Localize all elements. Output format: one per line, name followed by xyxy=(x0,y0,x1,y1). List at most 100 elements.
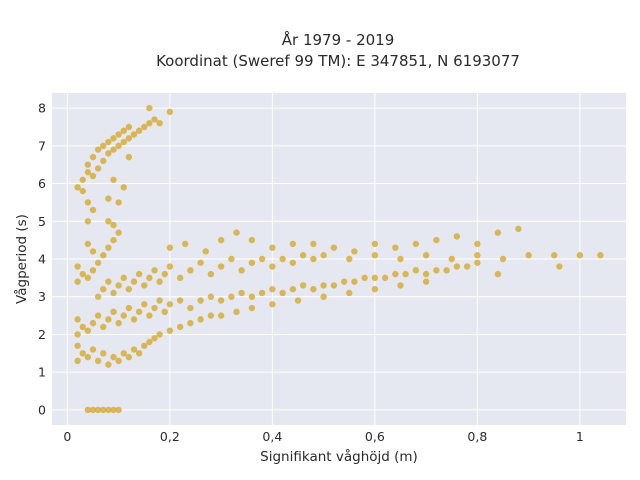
data-point xyxy=(130,278,138,285)
data-point xyxy=(556,263,563,270)
y-tick-label: 5 xyxy=(38,214,46,229)
data-point xyxy=(299,282,307,289)
data-point xyxy=(597,252,604,259)
data-point xyxy=(576,252,584,259)
data-point xyxy=(115,319,122,327)
data-point xyxy=(100,142,107,150)
data-point xyxy=(120,274,127,282)
data-point xyxy=(130,316,138,323)
data-point xyxy=(443,267,450,274)
data-point xyxy=(74,331,81,338)
y-tick-label: 8 xyxy=(38,101,46,116)
data-point xyxy=(453,263,461,270)
chart-title-line-2: Koordinat (Sweref 99 TM): E 347851, N 61… xyxy=(156,52,520,70)
data-point xyxy=(100,285,107,293)
x-tick-label: 0,8 xyxy=(467,429,487,444)
data-point xyxy=(105,244,112,251)
x-tick-label: 0,4 xyxy=(262,429,282,444)
data-point xyxy=(279,255,286,263)
data-point xyxy=(84,169,92,176)
data-point xyxy=(238,267,245,274)
data-point xyxy=(135,350,143,357)
data-point xyxy=(402,270,409,278)
data-point xyxy=(74,316,81,323)
data-point xyxy=(412,267,420,274)
data-point xyxy=(110,308,117,316)
y-axis-title: Vågperiod (s) xyxy=(13,214,30,304)
data-point xyxy=(105,361,112,368)
data-point xyxy=(84,218,92,225)
data-point xyxy=(197,297,204,304)
data-point xyxy=(228,293,235,300)
data-point xyxy=(156,119,163,127)
data-point xyxy=(156,331,163,338)
x-tick-label: 0,6 xyxy=(365,429,385,444)
y-tick-label: 1 xyxy=(38,365,46,380)
data-point xyxy=(217,312,225,319)
data-point xyxy=(279,289,286,297)
data-point xyxy=(463,263,471,270)
data-point xyxy=(258,289,266,297)
data-point xyxy=(94,312,102,319)
chart-title-line-1: År 1979 - 2019 xyxy=(282,30,395,49)
data-point xyxy=(217,236,225,244)
data-point xyxy=(89,346,97,353)
data-point xyxy=(146,338,153,346)
data-point xyxy=(84,199,92,206)
y-tick-label: 2 xyxy=(38,327,46,342)
data-point xyxy=(310,255,317,263)
data-point xyxy=(289,285,297,293)
data-point xyxy=(74,278,81,285)
data-point xyxy=(371,252,379,259)
data-point xyxy=(89,248,97,255)
data-point xyxy=(269,263,276,270)
data-point xyxy=(351,278,358,285)
data-point xyxy=(207,270,215,278)
data-point xyxy=(551,252,558,259)
data-point xyxy=(166,301,174,308)
data-point xyxy=(299,252,307,259)
data-point xyxy=(84,406,92,414)
data-point xyxy=(110,353,117,361)
data-point xyxy=(453,233,461,240)
data-point xyxy=(310,285,317,293)
data-point xyxy=(79,187,86,195)
data-point xyxy=(105,278,112,285)
data-point xyxy=(89,319,97,327)
data-point xyxy=(100,157,107,165)
data-point xyxy=(110,289,117,297)
data-point xyxy=(125,353,133,361)
data-point xyxy=(269,285,276,293)
data-point xyxy=(289,259,297,266)
data-point xyxy=(89,172,97,180)
data-point xyxy=(94,406,102,414)
data-point xyxy=(433,267,440,274)
data-point xyxy=(392,244,399,251)
data-point xyxy=(125,153,133,161)
data-point xyxy=(94,259,102,266)
data-point xyxy=(176,274,184,282)
x-axis-title: Signifikant våghöjd (m) xyxy=(260,448,418,465)
data-point xyxy=(84,240,92,248)
data-point xyxy=(515,225,522,233)
data-point xyxy=(135,270,143,278)
data-point xyxy=(207,293,215,300)
data-point xyxy=(100,406,107,414)
data-point xyxy=(151,335,158,342)
data-point xyxy=(310,240,317,248)
data-point xyxy=(100,323,107,331)
data-point xyxy=(110,146,117,153)
data-point xyxy=(125,135,133,142)
data-point xyxy=(120,138,127,146)
data-point xyxy=(110,221,117,229)
data-point xyxy=(233,229,240,236)
data-point xyxy=(330,244,338,251)
data-point xyxy=(269,301,276,308)
data-point xyxy=(248,293,256,300)
data-point xyxy=(371,285,379,293)
data-point xyxy=(105,316,112,323)
data-point xyxy=(79,270,86,278)
data-point xyxy=(89,267,97,274)
data-point xyxy=(120,184,127,191)
data-point xyxy=(130,131,138,138)
